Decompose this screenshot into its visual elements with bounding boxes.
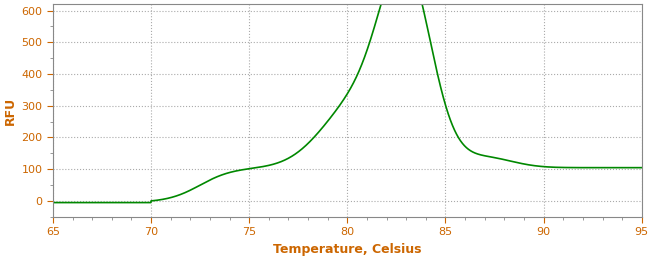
Y-axis label: RFU: RFU — [4, 96, 17, 125]
X-axis label: Temperature, Celsius: Temperature, Celsius — [273, 243, 422, 256]
